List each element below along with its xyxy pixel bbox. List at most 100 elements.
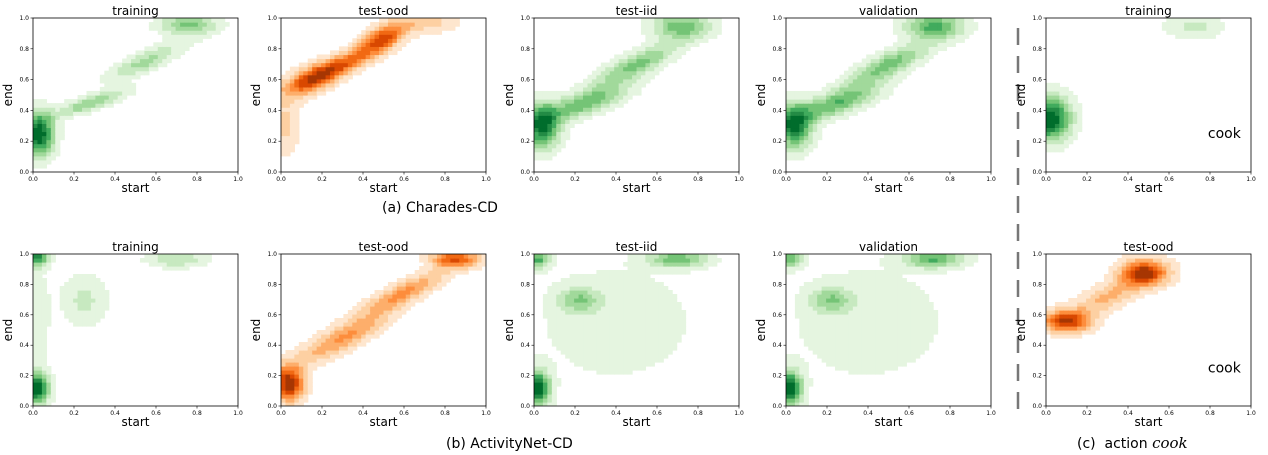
density-cell [888,362,894,367]
density-cell [790,103,796,108]
density-cell [591,310,597,315]
density-cell [627,254,633,259]
density-cell [645,358,651,363]
density-cell [937,270,943,275]
density-cell [919,22,925,27]
density-cell [578,290,584,295]
density-cell [1059,147,1065,153]
density-cell [1077,127,1083,133]
density-cell [694,254,700,259]
density-cell [591,346,597,351]
density-cell [861,314,867,319]
density-cell [600,362,606,367]
density-cell [46,398,52,403]
density-cell [667,306,673,311]
density-cell [41,394,47,399]
density-cell [786,366,792,371]
density-cell [551,127,557,133]
density-cell [897,34,903,39]
density-cell [888,82,894,88]
density-cell [1121,274,1127,279]
density-cell [654,342,660,347]
density-cell [419,22,425,27]
density-cell [946,38,952,43]
density-cell [884,58,890,64]
density-cell [294,394,300,399]
density-cell [910,330,916,335]
density-cell [933,326,939,331]
density-cell [37,135,43,141]
chart-title: validation [859,4,918,18]
density-cell [1210,26,1216,31]
density-cell [636,358,642,363]
density-cell [1086,290,1092,295]
density-cell [419,18,425,23]
density-cell [551,386,557,391]
y-tick-label: 0.4 [19,107,29,114]
density-cell [330,50,336,56]
density-cell [694,18,700,23]
density-cell [919,342,925,347]
density-cell [605,326,611,331]
density-cell [46,370,52,375]
density-cell [609,314,615,319]
density-cell [587,294,593,299]
density-cell [459,258,465,263]
density-cell [906,322,912,327]
density-cell [86,282,92,287]
density-cell [852,342,858,347]
density-cell [330,70,336,76]
density-cell [73,274,79,279]
density-cell [906,18,912,23]
density-cell [1170,274,1176,279]
density-cell [888,330,894,335]
density-cell [95,282,101,287]
density-cell [343,322,349,327]
density-cell [157,42,163,47]
density-cell [663,54,669,60]
density-cell [37,314,43,319]
density-cell [396,310,402,315]
density-cell [919,298,925,303]
density-cell [148,54,154,60]
density-cell [803,394,809,399]
density-cell [803,386,809,391]
density-cell [419,274,425,279]
density-cell [1050,86,1056,92]
density-cell [645,46,651,52]
density-cell [879,322,885,327]
density-cell [910,334,916,339]
density-cell [803,322,809,327]
density-cell [1068,131,1074,137]
density-cell [423,286,429,291]
density-cell [410,286,416,291]
density-cell [658,322,664,327]
density-cell [618,86,624,92]
density-cell [162,58,168,64]
density-cell [59,306,65,311]
density-cell [405,278,411,283]
density-cell [41,103,47,108]
density-cell [330,338,336,343]
density-cell [352,38,358,43]
density-cell [1054,147,1060,153]
density-cell [82,107,88,112]
density-cell [1148,266,1154,271]
density-cell [645,54,651,60]
density-cell [812,127,818,133]
density-cell [843,115,849,120]
density-cell [436,22,443,27]
density-cell [188,262,195,267]
density-cell [188,258,195,263]
density-cell [866,294,872,299]
density-cell [897,66,903,72]
density-cell [786,143,792,149]
density-cell [1046,111,1052,116]
density-cell [1068,314,1074,319]
density-cell [569,115,575,120]
density-cell [1081,314,1087,319]
density-cell [605,354,611,359]
density-cell [857,74,863,80]
density-cell [370,62,376,68]
density-cell [919,62,925,68]
